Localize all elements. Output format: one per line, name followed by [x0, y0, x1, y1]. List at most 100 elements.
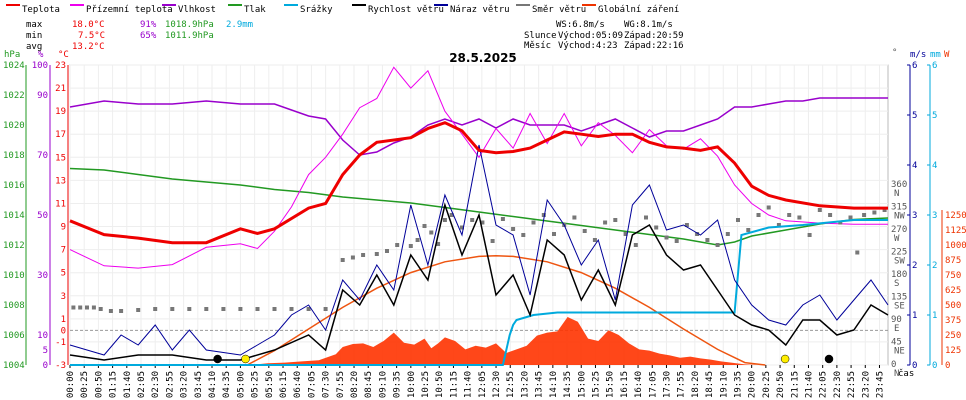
x-tick-label: 07:30	[322, 371, 332, 398]
wind-direction-point	[272, 307, 277, 311]
max-temp: 18.0°C	[72, 20, 105, 30]
x-tick-label: 02:55	[165, 371, 175, 398]
wind-direction-point	[817, 208, 822, 212]
hpa-tick-label: 1024	[3, 61, 25, 71]
max-label: max	[26, 20, 43, 30]
wind-direction-point	[654, 225, 659, 230]
wind-direction-point	[395, 243, 400, 247]
w-tick-label: 750	[945, 271, 961, 281]
ms-tick-label: 5	[912, 111, 917, 121]
x-tick-label: 18:45	[705, 371, 715, 398]
wind-direction-point	[855, 250, 860, 255]
x-tick-label: 11:15	[449, 371, 459, 398]
ms-tick-label: 0	[912, 361, 917, 371]
x-tick-label: 09:35	[393, 371, 403, 398]
hpa-tick-label: 1018	[3, 151, 25, 161]
x-tick-label: 17:05	[648, 371, 658, 398]
dir-name-label: NW	[894, 212, 905, 222]
wind-direction-point	[374, 252, 379, 256]
zero-tick-label: 0	[61, 326, 66, 336]
sunset-stat: Západ:20:59	[624, 31, 684, 41]
avg-label: avg	[26, 42, 42, 52]
mm-unit: mm	[930, 50, 941, 60]
wind-direction-point	[797, 215, 802, 220]
x-tick-label: 10:25	[421, 371, 431, 398]
left-axes: 1004100610081010101210141016101810201022…	[3, 61, 69, 371]
wind-direction-point	[98, 307, 103, 311]
x-tick-label: 10:50	[435, 371, 445, 398]
plot-area	[69, 66, 889, 366]
wind-direction-point	[170, 307, 175, 311]
wind-direction-point	[187, 307, 192, 311]
degc-tick-label: 19	[55, 107, 66, 117]
dir-name-label: N	[894, 369, 899, 379]
dir-deg-label: 135	[891, 293, 907, 303]
degc-tick-label: 3	[61, 292, 66, 302]
wind-direction-point	[541, 213, 546, 217]
legend-label-1: Teplota	[22, 5, 60, 15]
w-tick-label: 1000	[945, 241, 966, 251]
legend-swatch-6	[352, 4, 366, 6]
legend-label-2: Přízemní teplota	[86, 5, 173, 15]
hpa-tick-label: 1006	[3, 331, 25, 341]
wind-direction-point	[71, 305, 76, 310]
hpa-tick-label: 1022	[3, 91, 25, 101]
mm-tick-label: 1	[932, 311, 937, 321]
x-tick-label: 00:00	[66, 371, 76, 398]
wind-direction-point	[422, 224, 427, 228]
degc-tick-label: 23	[55, 61, 66, 71]
min-temp: 7.5°C	[78, 31, 105, 41]
wind-direction-point	[807, 233, 812, 237]
degc-unit: °C	[58, 50, 69, 60]
moonset-stat: Západ:22:16	[624, 41, 684, 51]
legend-label-6: Rychlost větru	[368, 5, 444, 15]
wind-direction-point	[449, 213, 454, 217]
x-tick-label: 14:35	[563, 371, 573, 398]
pct-tick-label: 10	[37, 331, 48, 341]
x-tick-label: 10:00	[407, 371, 417, 398]
wind-direction-point	[340, 258, 345, 262]
legend-label-5: Srážky	[300, 5, 333, 15]
pct-tick-label: 70	[37, 151, 48, 161]
legend-swatch-5	[284, 4, 298, 6]
sunrise-marker	[241, 354, 250, 364]
degc-tick-label: 17	[55, 130, 66, 140]
wind-speed-line	[69, 202, 889, 361]
legend-swatch-8	[516, 4, 530, 6]
wind-direction-point	[289, 307, 294, 311]
sun-label: Slunce	[524, 31, 557, 41]
x-tick-label: 00:25	[80, 371, 90, 398]
x-tick-label: 02:05	[137, 371, 147, 398]
dir-deg-label: 90	[891, 315, 902, 325]
wind-direction-point	[756, 213, 761, 217]
wind-direction-point	[480, 220, 485, 225]
deg-unit: °	[892, 48, 897, 58]
moonrise-marker	[213, 354, 222, 364]
wind-direction-point	[221, 307, 226, 311]
legend-swatch-4	[228, 4, 242, 6]
dir-name-label: N	[894, 189, 899, 199]
mm-tick-label: 0	[932, 361, 937, 371]
x-tick-label: 16:40	[634, 371, 644, 398]
wind-direction-point	[674, 239, 679, 243]
x-tick-label: 07:05	[307, 371, 317, 398]
x-tick-label: 04:10	[208, 371, 218, 398]
wind-direction-point	[238, 307, 243, 311]
x-tick-label: 17:30	[662, 371, 672, 398]
hpa-tick-label: 1010	[3, 271, 25, 281]
radiation-area	[70, 317, 888, 365]
wind-gust-line	[69, 144, 889, 356]
w-tick-label: 500	[945, 301, 961, 311]
x-tick-label: 15:50	[606, 371, 616, 398]
wind-direction-point	[136, 308, 141, 312]
dir-deg-label: 360	[891, 180, 907, 190]
min-label: min	[26, 31, 42, 41]
wind-direction-point	[323, 307, 328, 311]
x-tick-label: 11:40	[464, 371, 474, 398]
chart-title: 28.5.2025	[449, 51, 517, 65]
w-tick-label: 875	[945, 256, 961, 266]
x-tick-label: 04:35	[222, 371, 232, 398]
right-axes: 0N45NE90E135SE180S225SW270W315NW360N0123…	[891, 61, 966, 379]
wind-direction-point	[490, 239, 495, 243]
hpa-tick-label: 1020	[3, 121, 25, 131]
